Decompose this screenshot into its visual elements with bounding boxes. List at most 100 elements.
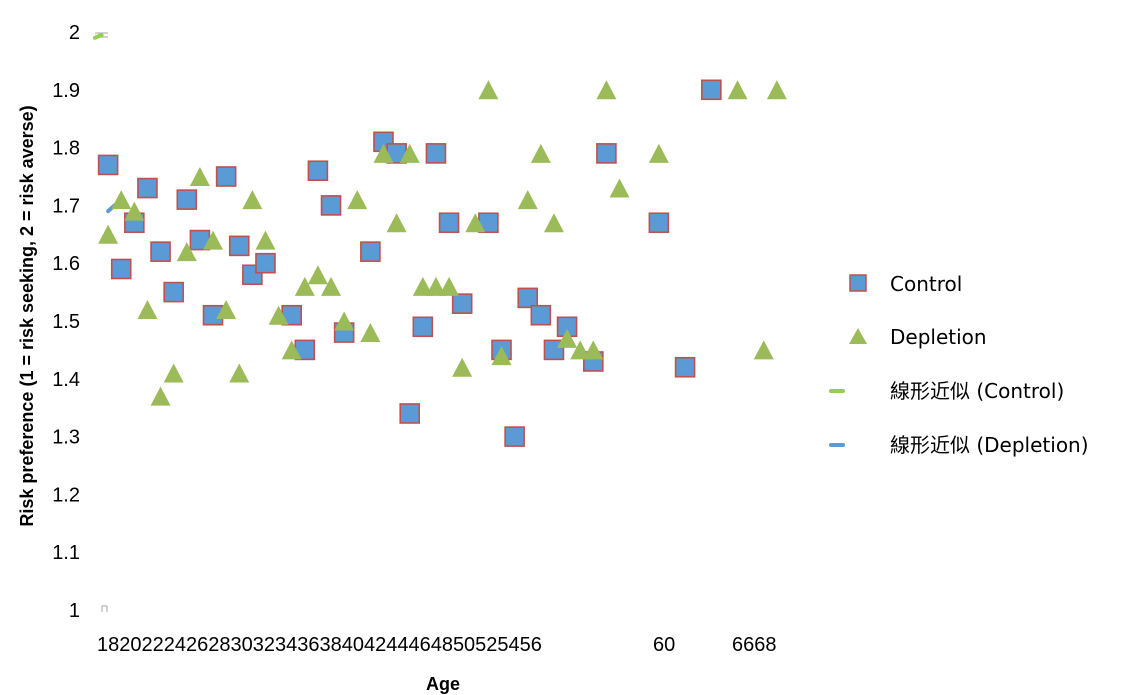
depletion-point <box>347 190 368 210</box>
y-tick-label: 1.9 <box>52 80 80 102</box>
depletion-point <box>399 143 420 163</box>
depletion-point <box>216 299 237 319</box>
depletion-point <box>439 276 460 296</box>
depletion-point <box>163 363 184 383</box>
depletion-point <box>294 276 315 296</box>
control-point <box>674 356 696 378</box>
legend-marker-control <box>849 274 867 292</box>
trendlines <box>93 32 117 214</box>
control-point <box>451 293 473 314</box>
x-axis-title: Age <box>426 674 460 694</box>
control-point <box>176 189 198 210</box>
legend: Control Depletion 線形近似 (Control) 線形近似 (D… <box>829 272 1089 457</box>
depletion-point <box>189 167 210 186</box>
y-tick-label: 1.1 <box>52 542 80 564</box>
control-point <box>255 252 276 274</box>
y-tick-label: 1.8 <box>52 138 80 160</box>
depletion-point <box>124 201 145 221</box>
control-point <box>530 304 552 326</box>
depletion-point <box>727 80 748 100</box>
legend-label-control: Control <box>890 272 962 296</box>
depletion-point <box>465 213 486 233</box>
x-tick-label-group-1: 1820222426283032343638404244464850525456 <box>97 634 542 656</box>
control-point <box>517 287 539 309</box>
control-point <box>425 143 447 164</box>
control-point <box>163 281 184 303</box>
depletion-point <box>517 190 538 210</box>
depletion-point <box>412 276 433 296</box>
x-tick-label-60: 60 <box>653 634 675 656</box>
depletion-point <box>137 299 158 319</box>
legend-item-depletion: Depletion <box>849 325 987 349</box>
legend-item-control: Control <box>849 272 962 296</box>
depletion-point <box>203 230 224 250</box>
depletion-point <box>111 190 132 210</box>
depletion-point <box>596 80 617 100</box>
depletion-point <box>491 346 512 366</box>
depletion-point <box>570 340 591 360</box>
depletion-point <box>373 143 394 163</box>
control-point <box>596 143 617 164</box>
control-point <box>399 403 421 424</box>
depletion-point <box>478 80 499 100</box>
y-tick-label: 2 <box>69 22 80 44</box>
depletion-point <box>334 311 355 331</box>
y-tick-label: 1.6 <box>52 253 80 275</box>
control-point <box>438 212 460 234</box>
depletion-point <box>543 213 564 233</box>
y-tick-label: 1.3 <box>52 427 80 449</box>
trendline-control <box>93 32 104 40</box>
control-point <box>97 154 119 176</box>
depletion-point <box>557 328 578 348</box>
legend-label-trend-control: 線形近似 (Control) <box>890 379 1064 403</box>
legend-item-trend-control: 線形近似 (Control) <box>829 379 1064 403</box>
y-tick-label: 1 <box>69 600 80 622</box>
legend-label-trend-depletion: 線形近似 (Depletion) <box>890 433 1089 457</box>
control-point <box>360 241 381 262</box>
control-point <box>701 79 722 101</box>
depletion-point <box>648 143 669 163</box>
depletion-point <box>98 224 119 244</box>
depletion-point <box>753 340 774 360</box>
depletion-point <box>766 80 787 100</box>
depletion-point <box>425 276 446 296</box>
y-tick-label: 1.4 <box>52 369 80 391</box>
control-point <box>412 316 434 338</box>
control-point <box>307 160 329 182</box>
depletion-point <box>360 323 381 343</box>
depletion-point <box>150 386 171 406</box>
legend-marker-depletion <box>849 328 867 344</box>
y-tick-label: 1.7 <box>52 195 80 217</box>
depletion-point <box>255 230 276 250</box>
depletion-point <box>609 178 630 198</box>
legend-label-depletion: Depletion <box>890 325 987 349</box>
control-point <box>504 426 525 447</box>
depletion-point <box>176 242 197 262</box>
control-point <box>137 177 158 199</box>
y-tick-label: 1.2 <box>52 484 80 506</box>
control-point <box>110 258 132 280</box>
control-point <box>150 241 171 262</box>
depletion-point <box>307 265 328 285</box>
x-tick-label-6668: 6668 <box>732 634 777 656</box>
control-point <box>320 195 342 216</box>
depletion-point <box>583 340 604 360</box>
control-point <box>648 212 670 234</box>
y-tick-label: 1.5 <box>52 311 80 333</box>
depletion-point <box>452 357 473 377</box>
axis-bottom-marker <box>101 605 108 612</box>
depletion-point <box>229 363 250 383</box>
y-axis-title: Risk preference (1 = risk seeking, 2 = r… <box>17 105 37 526</box>
depletion-point <box>268 305 289 325</box>
depletion-point <box>530 143 551 163</box>
depletion-point <box>242 190 263 210</box>
depletion-point <box>281 340 302 360</box>
depletion-series <box>98 80 787 406</box>
control-point <box>215 166 237 187</box>
control-series <box>97 79 722 447</box>
depletion-point <box>321 276 342 296</box>
depletion-point <box>386 213 407 233</box>
legend-item-trend-depletion: 線形近似 (Depletion) <box>829 433 1089 457</box>
control-point <box>228 235 250 257</box>
